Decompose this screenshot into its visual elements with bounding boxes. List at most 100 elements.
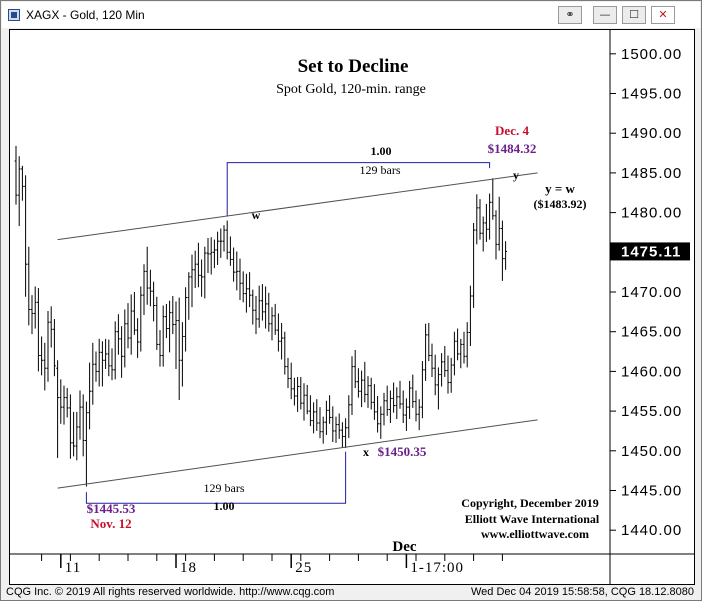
ohlc-bar — [257, 285, 261, 328]
ohlc-bar — [382, 392, 386, 426]
ohlc-bar — [30, 295, 34, 335]
status-bar: CQG Inc. © 2019 All rights reserved worl… — [2, 585, 700, 600]
ohlc-bar — [14, 145, 18, 205]
price-chart[interactable]: 1500.00 1495.00 1490.00 1485.00 1480.00 1475.… — [10, 30, 694, 584]
ohlc-bar — [337, 413, 341, 439]
ohlc-bars — [14, 145, 507, 487]
chart-area[interactable]: 1500.00 1495.00 1490.00 1485.00 1480.00 1475.… — [9, 29, 695, 585]
ohlc-bar — [491, 178, 495, 220]
trend-lines — [57, 162, 538, 504]
ohlc-bar — [446, 355, 450, 394]
ohlc-bar — [65, 388, 69, 418]
ohlc-bar — [145, 246, 149, 305]
ohlc-bar — [69, 394, 72, 459]
ohlc-bar — [321, 416, 325, 444]
ohlc-bar — [59, 379, 63, 424]
ohlc-bar — [309, 395, 312, 427]
ohlc-bar — [350, 356, 354, 416]
ohlc-bar — [469, 285, 472, 346]
chart-subtitle: Spot Gold, 120-min. range — [276, 82, 426, 97]
x-tick-label: 1-17:00 — [410, 560, 464, 576]
ohlc-bar — [248, 272, 251, 308]
ohlc-bar — [363, 361, 367, 403]
x-tick-label: 11 — [65, 560, 81, 576]
ohlc-bar — [174, 301, 178, 370]
ohlc-bar — [33, 286, 37, 329]
ohlc-bar — [347, 395, 351, 439]
top-bars-label: 129 bars — [360, 163, 401, 177]
ohlc-bar — [497, 196, 501, 251]
ohlc-bar — [225, 220, 229, 260]
ohlc-bar — [488, 193, 491, 240]
time-axis: 11 18 25 1-17:00 Dec — [41, 539, 503, 576]
ohlc-bar — [376, 396, 379, 433]
upper-channel-line — [57, 172, 538, 241]
bottom-bars-label: 129 bars — [204, 481, 245, 495]
ohlc-bar — [193, 250, 197, 289]
ohlc-bar — [229, 236, 232, 266]
ohlc-bar — [459, 338, 463, 369]
ohlc-bar — [277, 313, 280, 352]
close-icon[interactable]: ✕ — [651, 6, 675, 24]
ohlc-bar — [139, 286, 143, 352]
ohlc-bar — [126, 303, 130, 349]
ohlc-bar — [203, 246, 207, 299]
ohlc-bar — [107, 339, 111, 377]
ohlc-bar — [216, 231, 219, 266]
lower-channel-line — [57, 419, 538, 489]
y-tick-label: 1485.00 — [621, 165, 682, 182]
x-month-label: Dec — [392, 539, 416, 555]
last-price-label: 1475.11 — [621, 243, 681, 260]
ohlc-bar — [302, 383, 306, 421]
ohlc-bar — [328, 395, 331, 424]
ohlc-bar — [197, 242, 200, 288]
ohlc-bar — [187, 272, 191, 320]
ohlc-bar — [232, 247, 235, 282]
ohlc-bar — [462, 331, 466, 364]
ohlc-bar — [78, 390, 82, 440]
ohlc-bar — [318, 407, 322, 439]
ohlc-bar — [88, 362, 91, 430]
ohlc-bar — [443, 345, 447, 377]
top-ratio-label: 1.00 — [371, 144, 392, 158]
ohlc-bar — [305, 384, 309, 415]
ohlc-bar — [53, 318, 56, 377]
ohlc-bar — [344, 418, 347, 449]
minimize-icon[interactable]: — — [593, 6, 617, 24]
ohlc-bar — [501, 220, 504, 281]
status-copyright: CQG Inc. © 2019 All rights reserved worl… — [6, 586, 335, 598]
ohlc-bar — [62, 385, 66, 425]
ohlc-bar — [85, 401, 88, 487]
x-tick-label: 18 — [180, 560, 197, 576]
ohlc-bar — [401, 390, 405, 423]
ohlc-bar — [414, 390, 418, 422]
ohlc-bar — [449, 357, 453, 393]
ohlc-bar — [280, 322, 283, 360]
ohlc-bar — [334, 416, 338, 443]
ohlc-bar — [325, 400, 328, 435]
ohlc-bar — [37, 288, 40, 372]
window-title: XAGX - Gold, 120 Min — [26, 8, 145, 22]
price-axis: 1500.00 1495.00 1490.00 1485.00 1480.00 1475.… — [610, 46, 690, 539]
ohlc-bar — [235, 251, 239, 291]
maximize-icon[interactable]: ☐ — [622, 6, 646, 24]
ohlc-bar — [222, 225, 226, 252]
low-date-label: Nov. 12 — [90, 516, 131, 531]
ohlc-bar — [209, 237, 213, 275]
link-icon[interactable]: ⚭ — [558, 6, 582, 24]
ohlc-bar — [46, 311, 50, 382]
ohlc-bar — [133, 292, 136, 335]
ohlc-bar — [241, 271, 245, 303]
title-bar[interactable]: XAGX - Gold, 120 Min ⚭ — ☐ ✕ — [2, 2, 700, 28]
low-price-label: $1445.53 — [87, 501, 136, 516]
ohlc-bar — [161, 305, 165, 367]
ohlc-bar — [238, 258, 242, 300]
ohlc-bar — [478, 199, 482, 240]
ohlc-bar — [171, 295, 175, 335]
ohlc-bar — [155, 296, 159, 350]
ohlc-bar — [385, 385, 389, 416]
ohlc-bar — [43, 342, 47, 391]
ohlc-bar — [289, 362, 293, 400]
ohlc-bar — [117, 314, 120, 355]
ohlc-bar — [494, 210, 498, 260]
